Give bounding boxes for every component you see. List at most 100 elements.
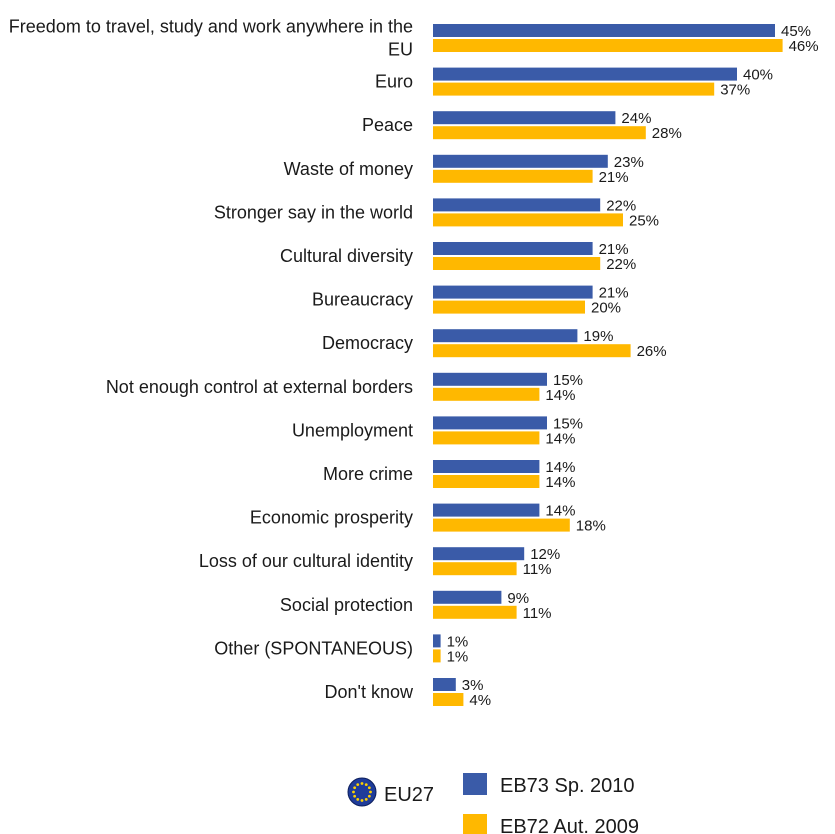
value-label: 12% [530, 546, 560, 563]
bar-eb73 [433, 198, 601, 212]
category-label: Loss of our cultural identity [199, 551, 413, 571]
category-label: EU [388, 40, 413, 60]
value-label: 11% [523, 561, 552, 578]
value-label: 14% [545, 474, 575, 491]
category-label: Waste of money [284, 159, 413, 179]
bar-eb73 [433, 329, 578, 343]
bar-eb73 [433, 111, 616, 125]
bar-eb73 [433, 24, 775, 37]
bar-eb73 [433, 372, 547, 386]
value-label: 14% [545, 459, 575, 476]
category-label: Not enough control at external borders [106, 377, 413, 397]
bar-eb72 [433, 693, 464, 706]
value-label: 23% [614, 154, 644, 171]
value-label: 15% [553, 415, 583, 432]
category-label: Cultural diversity [280, 246, 413, 266]
value-label: 22% [606, 256, 636, 273]
category-label: Social protection [280, 595, 413, 615]
eu-flag-star [364, 797, 368, 801]
value-label: 45% [781, 23, 811, 40]
category-label: Unemployment [292, 420, 413, 440]
bar-eb72 [433, 39, 783, 52]
bars-layer [433, 24, 783, 706]
value-label: 40% [743, 67, 773, 84]
bar-eb73 [433, 67, 737, 81]
legend-label-series-1: EB73 Sp. 2010 [500, 775, 635, 797]
bar-eb72 [433, 344, 631, 358]
value-label: 14% [545, 387, 575, 404]
eu-flag-star [367, 794, 371, 798]
value-label: 21% [599, 285, 629, 302]
bar-eb72 [433, 387, 540, 401]
value-label: 14% [545, 503, 575, 520]
value-label: 26% [637, 343, 667, 360]
bar-eb73 [433, 547, 525, 561]
value-label: 4% [469, 692, 491, 709]
bar-eb73 [433, 590, 502, 604]
category-label: Bureaucracy [312, 290, 413, 310]
value-label: 21% [599, 169, 629, 186]
value-label: 37% [720, 82, 750, 99]
bar-eb72 [433, 213, 623, 227]
legend: EU27 EB73 Sp. 2010 EB72 Aut. 2009 [347, 773, 639, 834]
eu-flag-star [369, 790, 372, 794]
value-label: 46% [789, 38, 819, 55]
eu-flag-star [367, 786, 371, 790]
value-label: 11% [523, 605, 552, 622]
value-label: 21% [599, 241, 629, 258]
value-label: 20% [591, 300, 621, 317]
bar-eb72 [433, 300, 585, 314]
value-label: 1% [447, 633, 469, 650]
bar-eb72 [433, 605, 517, 619]
bar-eb72 [433, 126, 646, 140]
eu-flag-star [356, 797, 360, 801]
category-label: Euro [375, 72, 413, 92]
eu-flag-star [352, 790, 355, 794]
bar-eb73 [433, 678, 456, 691]
eu-flag-icon [347, 777, 377, 807]
category-label: Stronger say in the world [214, 202, 413, 222]
bar-eb72 [433, 649, 441, 663]
value-label: 22% [606, 197, 636, 214]
category-label: Peace [362, 115, 413, 135]
bar-eb72 [433, 562, 517, 576]
legend-group-label: EU27 [384, 784, 434, 806]
bar-eb73 [433, 460, 540, 473]
value-label: 19% [583, 328, 613, 345]
eu-flag-star [364, 783, 368, 787]
value-label: 15% [553, 372, 583, 389]
bar-eb72 [433, 82, 715, 96]
bar-eb73 [433, 242, 593, 255]
bar-eb72 [433, 518, 570, 532]
value-label: 9% [507, 590, 529, 607]
category-label: More crime [323, 464, 413, 484]
category-label: Economic prosperity [250, 508, 413, 528]
bar-eb73 [433, 285, 593, 299]
category-label: Other (SPONTANEOUS) [214, 638, 413, 658]
value-label: 28% [652, 125, 682, 142]
value-label: 14% [545, 430, 575, 447]
category-label: Don't know [325, 682, 414, 702]
eu-flag-star [360, 782, 364, 785]
bar-eb73 [433, 154, 608, 168]
bar-eb72 [433, 475, 540, 488]
bar-eb72 [433, 169, 593, 183]
value-label: 3% [462, 677, 484, 694]
value-label: 24% [621, 110, 651, 127]
legend-label-series-2: EB72 Aut. 2009 [500, 816, 639, 834]
value-label: 1% [447, 648, 469, 665]
eu-flag-star [353, 794, 357, 798]
labels-layer: Freedom to travel, study and work anywhe… [9, 17, 819, 710]
eu-flag-star [356, 783, 360, 787]
bar-eb73 [433, 503, 540, 517]
value-label: 18% [576, 518, 606, 535]
legend-swatch-series-2 [463, 814, 487, 834]
eu-flag-disc [347, 777, 377, 807]
eu-flag-star [360, 799, 364, 802]
legend-swatch-series-1 [463, 773, 487, 795]
category-label: Democracy [322, 333, 413, 353]
category-label: Freedom to travel, study and work anywhe… [9, 17, 413, 37]
eu-flag-star [353, 786, 357, 790]
bar-eb72 [433, 431, 540, 445]
